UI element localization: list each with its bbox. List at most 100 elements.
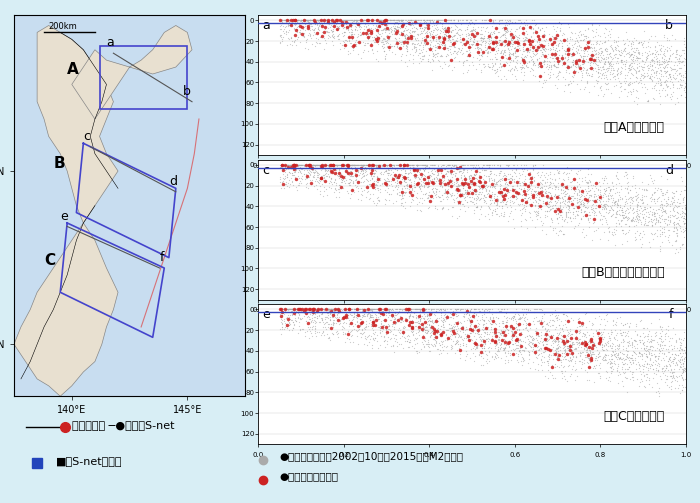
Point	[360, 334, 372, 343]
Point	[383, 321, 394, 329]
Point	[309, 167, 321, 176]
Point	[415, 324, 426, 332]
Point	[634, 66, 645, 74]
Point	[439, 60, 450, 68]
Point	[500, 183, 512, 191]
Point	[412, 161, 423, 169]
Point	[428, 21, 440, 29]
Point	[465, 321, 476, 329]
Point	[454, 333, 466, 341]
Point	[624, 208, 635, 216]
Point	[344, 172, 356, 180]
Point	[320, 16, 331, 24]
Point	[605, 203, 616, 211]
Point	[304, 161, 316, 169]
Point	[382, 305, 393, 313]
Point	[302, 322, 314, 330]
Point	[501, 28, 512, 36]
Point	[551, 193, 562, 201]
Point	[393, 16, 404, 24]
Point	[633, 79, 644, 87]
Point	[441, 43, 452, 51]
Point	[307, 16, 318, 24]
Point	[382, 166, 393, 175]
Point	[395, 312, 406, 320]
Polygon shape	[72, 26, 192, 119]
Point	[536, 202, 547, 210]
Point	[456, 35, 468, 43]
Point	[551, 210, 562, 218]
Point	[401, 173, 412, 181]
Point	[299, 332, 310, 340]
Point	[300, 19, 311, 27]
Point	[356, 164, 367, 173]
Point	[363, 161, 374, 169]
Point	[332, 329, 344, 338]
Point	[561, 198, 573, 206]
Point	[430, 193, 442, 201]
Point	[484, 314, 496, 322]
Point	[648, 176, 659, 184]
Point	[423, 311, 434, 319]
Point	[379, 167, 391, 175]
Point	[300, 161, 311, 169]
Point	[435, 305, 446, 313]
Point	[402, 335, 414, 343]
Point	[384, 309, 395, 317]
Point	[416, 177, 427, 185]
Point	[339, 330, 350, 339]
Point	[539, 353, 550, 361]
Point	[434, 38, 445, 46]
Point	[293, 16, 304, 24]
Point	[409, 309, 420, 317]
Point	[580, 27, 591, 35]
Point	[289, 167, 300, 175]
Point	[543, 334, 554, 343]
Point	[482, 44, 493, 52]
Point	[454, 332, 465, 341]
Point	[358, 161, 369, 169]
Point	[634, 213, 645, 221]
Point	[282, 16, 293, 24]
Point	[307, 22, 318, 30]
Point	[409, 334, 420, 343]
Point	[678, 209, 689, 217]
Point	[666, 345, 678, 353]
Point	[429, 204, 440, 212]
Point	[547, 374, 558, 382]
Point	[356, 16, 367, 24]
Point	[631, 221, 642, 229]
Point	[342, 49, 354, 57]
Point	[419, 24, 430, 32]
Point	[309, 309, 321, 317]
Point	[276, 312, 287, 320]
Point	[564, 342, 575, 350]
Point	[576, 332, 587, 340]
Point	[404, 175, 415, 183]
Point	[573, 180, 584, 188]
Point	[363, 17, 374, 25]
Point	[553, 213, 564, 221]
Point	[664, 356, 675, 364]
Point	[374, 161, 385, 169]
Point	[330, 186, 342, 194]
Point	[290, 161, 302, 169]
Point	[327, 16, 338, 24]
Point	[542, 334, 553, 342]
Point	[657, 57, 668, 65]
Point	[284, 305, 295, 313]
Point	[593, 72, 604, 80]
Point	[533, 360, 544, 368]
Point	[314, 161, 326, 169]
Point	[525, 175, 536, 183]
Point	[288, 161, 300, 169]
Point	[292, 161, 303, 169]
Point	[592, 332, 603, 340]
Point	[664, 383, 675, 391]
Point	[323, 320, 334, 328]
Point	[657, 337, 668, 345]
Point	[486, 332, 498, 341]
Point	[416, 29, 428, 37]
Point	[507, 313, 518, 321]
Point	[608, 65, 620, 73]
